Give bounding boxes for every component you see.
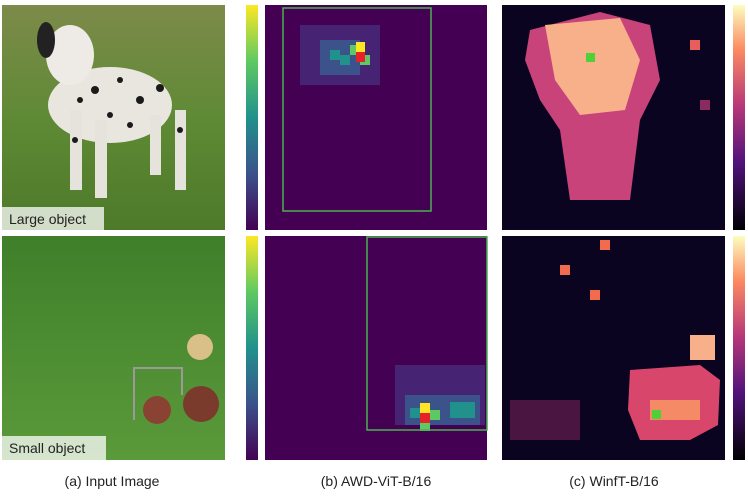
colorbar [733, 236, 745, 460]
caption: (c) WinfT-B/16 [569, 473, 659, 489]
input-image-large [2, 5, 225, 230]
caption: (a) Input Image [65, 473, 160, 489]
input-image-small [2, 236, 225, 460]
heatmap-b-bottom [265, 236, 488, 460]
colorbar [246, 5, 258, 230]
input-label: Small object [9, 440, 85, 456]
heatmap-c-top [502, 5, 725, 230]
colorbar [246, 236, 258, 460]
heatmap-c-bottom [502, 236, 725, 460]
colorbar [733, 5, 745, 230]
heatmap-b-top [265, 5, 487, 230]
input-label: Large object [9, 211, 86, 227]
caption: (b) AWD-ViT-B/16 [321, 473, 432, 489]
